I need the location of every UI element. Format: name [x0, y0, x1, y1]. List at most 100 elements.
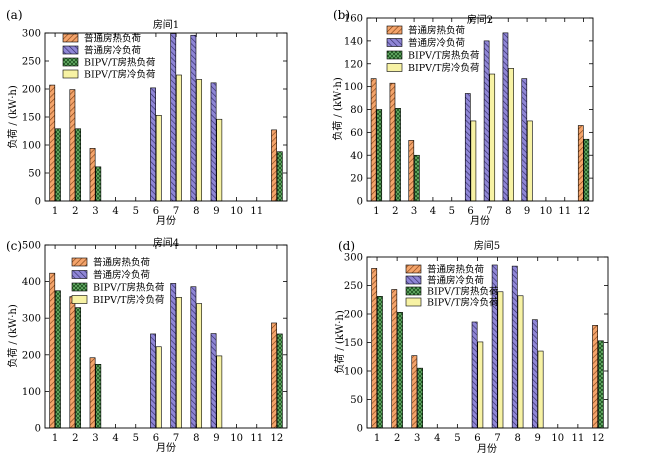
- bar-heat-bipv-month-2: [397, 311, 403, 429]
- y-tick-label: 50: [28, 169, 41, 180]
- bar-heat-normal-month-2: [389, 82, 396, 202]
- legend-swatch-cool-normal: [405, 275, 422, 285]
- x-tick-label: 4: [112, 433, 118, 444]
- bar-cool-normal-month-7: [483, 40, 490, 202]
- x-tick-label: 8: [505, 206, 511, 217]
- panel-label: (c): [6, 239, 22, 253]
- legend-label-cool-normal: 普通房冷负荷: [84, 45, 142, 57]
- x-tick-label: 3: [92, 433, 98, 444]
- y-tick-label: 250: [22, 57, 41, 68]
- x-tick-label: 2: [72, 206, 78, 217]
- bar-cool-bipv-month-8: [196, 303, 203, 429]
- x-tick-label: 10: [230, 433, 243, 444]
- x-tick-label: 8: [193, 206, 199, 217]
- x-tick-label: 1: [52, 206, 58, 217]
- bar-heat-normal-month-12: [271, 129, 277, 202]
- legend-swatch-cool-bipv: [405, 297, 422, 307]
- y-tick-label: 0: [35, 197, 41, 208]
- legend-swatch-cool-bipv: [386, 63, 403, 72]
- bar-cool-bipv-month-9: [527, 120, 533, 202]
- y-tick-label: 200: [22, 85, 41, 96]
- x-tick-label: 4: [430, 206, 436, 217]
- x-tick-label: 9: [213, 206, 219, 217]
- y-tick-label: 500: [22, 241, 41, 252]
- plot-frame: [366, 256, 609, 429]
- x-tick-label: 4: [112, 206, 118, 217]
- legend-label-cool-normal: 普通房冷负荷: [93, 269, 151, 281]
- y-axis-title: 负荷 / (kW·h): [331, 77, 344, 141]
- bar-cool-bipv-month-7: [497, 291, 504, 429]
- bar-heat-bipv-month-12: [276, 333, 283, 429]
- panel-title: 房间1: [153, 18, 179, 31]
- x-tick-label: 3: [414, 433, 420, 444]
- x-tick-label: 5: [133, 433, 139, 444]
- y-tick-label: 140: [344, 36, 363, 47]
- x-tick-label: 9: [535, 433, 541, 444]
- x-tick-label: 6: [153, 206, 159, 217]
- bar-heat-normal-month-1: [371, 268, 378, 429]
- legend-label-heat-normal: 普通房热负荷: [93, 257, 151, 269]
- panel-title: 房间4: [153, 236, 179, 249]
- y-tick-label: 150: [344, 338, 363, 349]
- x-tick-label: 12: [271, 433, 284, 444]
- x-tick-label: 8: [514, 433, 520, 444]
- x-tick-label: 10: [551, 433, 564, 444]
- bar-heat-bipv-month-1: [55, 128, 61, 202]
- legend-label-heat-bipv: BIPV/T房热负荷: [84, 57, 156, 69]
- x-tick-label: 3: [411, 206, 417, 217]
- y-tick-label: 300: [344, 253, 363, 264]
- x-tick-label: 11: [250, 433, 263, 444]
- bar-heat-normal-month-1: [49, 272, 56, 429]
- bar-heat-normal-month-3: [411, 355, 418, 429]
- bar-heat-bipv-month-3: [414, 154, 420, 202]
- legend-swatch-heat-bipv: [62, 57, 79, 67]
- x-tick-label: 2: [72, 433, 78, 444]
- x-tick-label: 3: [92, 206, 98, 217]
- panel-title: 房间2: [467, 13, 493, 26]
- y-tick-label: 300: [22, 314, 41, 325]
- bar-heat-normal-month-3: [408, 140, 415, 202]
- bar-cool-normal-month-6: [150, 333, 156, 429]
- x-tick-label: 5: [454, 433, 460, 444]
- legend-swatch-cool-normal: [62, 45, 79, 55]
- x-tick-label: 1: [373, 206, 379, 217]
- legend-label-cool-bipv: BIPV/T房冷负荷: [93, 294, 165, 306]
- bar-heat-normal-month-12: [577, 125, 584, 202]
- y-tick-label: 100: [344, 367, 363, 378]
- bar-heat-normal-month-3: [89, 357, 96, 429]
- bars-group: [370, 32, 590, 202]
- y-tick-label: 250: [344, 281, 363, 292]
- bar-cool-bipv-month-6: [155, 346, 162, 429]
- bar-heat-normal-month-2: [69, 89, 76, 202]
- y-tick-label: 400: [22, 277, 41, 288]
- x-tick-label: 7: [173, 206, 179, 217]
- bar-cool-bipv-month-9: [216, 118, 223, 202]
- chart-panel-1: 0 50 100 150 200 250 300 1 2 3 4 5 6 7 8 9 10 11 (a) 房间1 月份 负…: [6, 8, 288, 227]
- panel-label: (a): [6, 8, 23, 22]
- x-axis-title: 月份: [477, 443, 497, 455]
- x-axis-title: 月份: [156, 442, 176, 454]
- y-tick-label: 80: [350, 105, 363, 116]
- y-tick-label: 120: [344, 59, 363, 70]
- bar-cool-normal-month-9: [521, 78, 528, 202]
- x-tick-label: 2: [394, 433, 400, 444]
- y-tick-label: 160: [344, 14, 363, 25]
- panel-label: (b): [333, 8, 350, 22]
- bars-group: [49, 33, 283, 202]
- plot-frame: [44, 244, 288, 429]
- legend-label-heat-normal: 普通房热负荷: [84, 33, 142, 45]
- legend-label-heat-normal: 普通房热负荷: [408, 25, 466, 37]
- legend-swatch-cool-bipv: [71, 295, 88, 304]
- x-tick-label: 7: [173, 433, 179, 444]
- bar-heat-bipv-month-12: [597, 340, 604, 429]
- x-tick-label: 1: [52, 433, 58, 444]
- bar-heat-bipv-month-1: [376, 109, 383, 202]
- bar-heat-bipv-month-12: [276, 151, 283, 202]
- bar-heat-bipv-month-2: [75, 128, 82, 202]
- legend-swatch-heat-bipv: [71, 282, 88, 292]
- bar-heat-normal-month-2: [69, 296, 76, 429]
- bar-heat-normal-month-12: [592, 325, 598, 429]
- legend-swatch-heat-normal: [386, 25, 403, 35]
